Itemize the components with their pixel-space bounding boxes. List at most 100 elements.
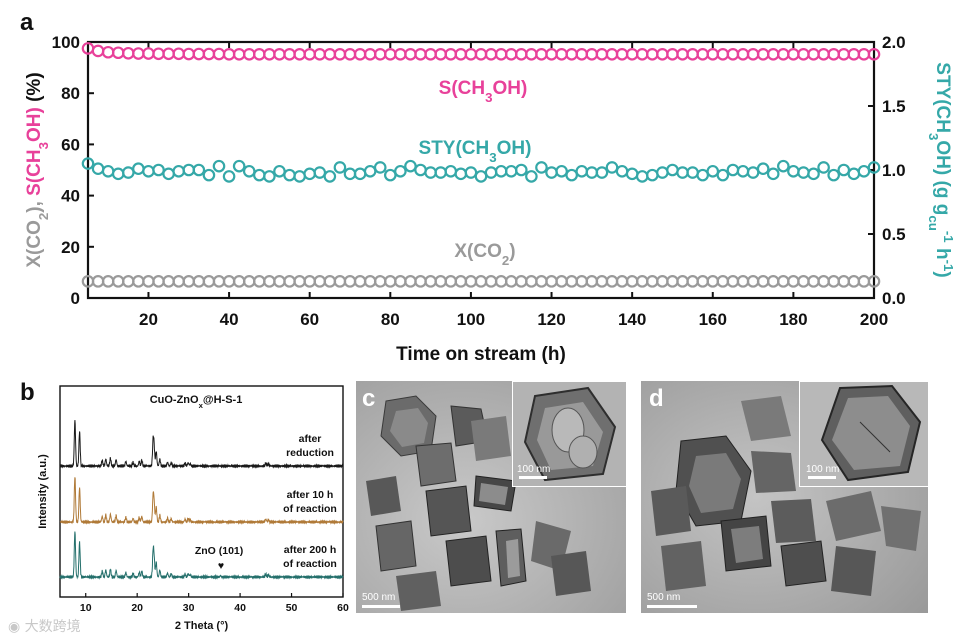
a-point-xco2 [656,275,669,288]
a-point-stych3oh [313,166,327,179]
a-point-stych3oh [111,167,125,181]
a-point-stych3oh [797,166,810,179]
a-y-right-axis-label-part: STY(CH [932,62,953,133]
b-series-label: after 200 h [284,544,337,556]
a-point-sch3oh [202,47,216,61]
a-point-xco2 [766,275,780,288]
a-point-stych3oh [535,161,548,174]
a-point-xco2 [283,275,296,288]
a-point-sch3oh [575,47,589,61]
a-point-xco2 [504,275,518,288]
a-point-stych3oh [343,167,357,181]
tem-c-inset-scale-text: 100 nm [517,464,551,475]
a-label-selectivity-part: OH) [493,78,528,99]
a-point-xco2 [716,275,730,288]
a-point-stych3oh [867,161,881,174]
a-x-tick-label: 140 [618,310,646,329]
b-series-label: reduction [286,447,334,459]
a-point-stych3oh [817,161,830,174]
a-point-xco2 [615,275,629,288]
a-point-xco2 [605,275,619,288]
a-point-xco2 [646,275,659,288]
a-point-sch3oh [615,47,629,61]
a-yl-tick-label: 0 [71,289,80,308]
watermark-text: 大数跨境 [24,619,81,635]
a-point-xco2 [333,275,347,288]
a-point-sch3oh [424,47,437,61]
a-label-conversion-part: 2 [502,253,509,268]
a-point-xco2 [182,275,196,288]
a-point-xco2 [525,275,538,288]
a-point-sch3oh [263,47,276,61]
a-label-sty-part: STY(CH [419,138,490,159]
a-point-stych3oh [474,170,488,183]
a-x-tick-label: 80 [381,310,400,329]
a-point-xco2 [777,275,790,288]
a-x-tick-label: 160 [699,310,727,329]
a-point-sch3oh [766,47,780,61]
a-point-stych3oh [162,167,175,181]
a-point-stych3oh [373,161,387,174]
a-label-selectivity-part: 3 [485,90,492,105]
a-point-stych3oh [212,159,226,173]
a-label-sty: STY(CH3OH) [419,138,532,165]
a-point-stych3oh [494,164,508,178]
b-series-label: of reaction [283,558,337,570]
a-point-stych3oh [172,164,185,178]
a-point-sch3oh [474,47,488,61]
a-point-sch3oh [363,47,377,61]
a-yl-tick-label: 80 [61,84,80,103]
a-point-xco2 [857,275,871,288]
a-point-sch3oh [827,47,840,61]
a-point-sch3oh [837,47,851,61]
watermark: ◉ 大数跨境 [8,616,81,636]
a-point-sch3oh [142,47,155,60]
b-title-part: CuO-ZnO [150,394,199,406]
a-y-left-axis-label-part: OH) [24,107,45,142]
a-point-stych3oh [696,168,709,182]
a-x-tick-label: 180 [779,310,807,329]
a-point-sch3oh [454,47,468,61]
tem-d-inset: 100 nm [799,381,928,487]
a-y-left-axis-label-part: (%) [24,72,45,107]
a-point-xco2 [323,275,337,288]
a-point-stych3oh [515,163,528,177]
a-point-xco2 [444,275,458,288]
a-y-right-axis-label-part: ) [932,271,953,277]
a-point-xco2 [384,275,397,288]
a-point-xco2 [202,275,216,288]
a-point-sch3oh [182,47,196,61]
a-y-left-axis-label-part: 2 [36,213,51,220]
a-point-sch3oh [807,47,820,61]
a-point-stych3oh [384,168,397,182]
b-x-tick-label: 50 [286,602,298,614]
a-point-stych3oh [545,166,558,179]
a-point-xco2 [313,275,327,288]
a-point-stych3oh [676,166,689,179]
a-label-sty-part: 3 [489,150,496,165]
b-title-part: x [199,401,204,410]
a-label-conversion: X(CO2) [454,241,515,268]
tem-d-particles [641,381,928,613]
a-point-sch3oh [847,47,861,61]
a-point-xco2 [454,275,468,288]
a-point-xco2 [424,275,437,288]
a-point-xco2 [293,275,306,288]
a-point-stych3oh [101,164,115,178]
a-y-left-axis-label-part: 3 [36,142,51,149]
a-point-xco2 [847,275,861,288]
a-point-sch3oh [555,47,568,61]
a-point-xco2 [555,275,568,288]
tem-c-inset-particle [513,382,626,486]
a-point-xco2 [585,275,599,288]
a-point-xco2 [535,275,548,288]
a-point-stych3oh [263,170,276,183]
a-point-stych3oh [242,164,256,178]
panel-b-frame [59,385,344,598]
a-point-stych3oh [777,159,790,173]
a-point-stych3oh [635,170,649,183]
a-point-xco2 [122,275,135,288]
tem-c-scalebar [362,605,400,608]
a-point-xco2 [363,275,377,288]
a-point-sch3oh [565,47,578,61]
